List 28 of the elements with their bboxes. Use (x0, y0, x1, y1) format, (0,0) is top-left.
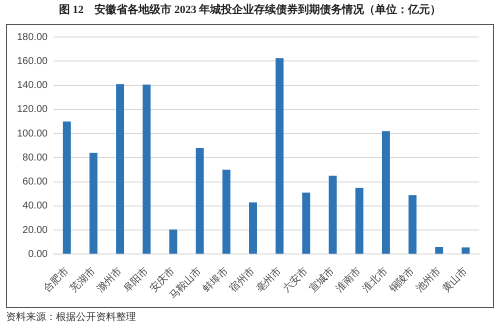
y-tick-label: 160.00 (16, 56, 48, 67)
bar (169, 229, 178, 254)
y-tick-label: 80.00 (22, 152, 48, 164)
y-tick-label: 140.00 (16, 80, 48, 92)
bar (142, 84, 151, 254)
y-tick-label: 60.00 (22, 176, 48, 188)
bar (62, 121, 71, 254)
bar (328, 176, 337, 254)
bar (382, 131, 390, 254)
bar (302, 192, 310, 254)
bar (276, 58, 284, 254)
bar (89, 152, 98, 254)
y-tick-label: 20.00 (22, 224, 48, 236)
bar (222, 170, 230, 254)
y-tick-label: 100.00 (16, 128, 48, 140)
bar (408, 195, 417, 254)
bar (249, 202, 257, 254)
bar (116, 84, 124, 254)
y-tick-label: 0.00 (28, 248, 48, 260)
bar (462, 247, 470, 254)
text: 资料来源：根据公开资料整理 (6, 310, 136, 324)
y-tick-label: 120.00 (16, 104, 48, 116)
chart-title: 图 12 安徽省各地级市 2023 年城投企业存续债券到期债务情况（单位：亿元） (58, 2, 442, 17)
bar (355, 188, 364, 254)
bar (435, 246, 444, 254)
bar (196, 148, 204, 254)
y-tick-label: 40.00 (22, 200, 48, 212)
y-tick-label: 180.00 (16, 32, 48, 43)
